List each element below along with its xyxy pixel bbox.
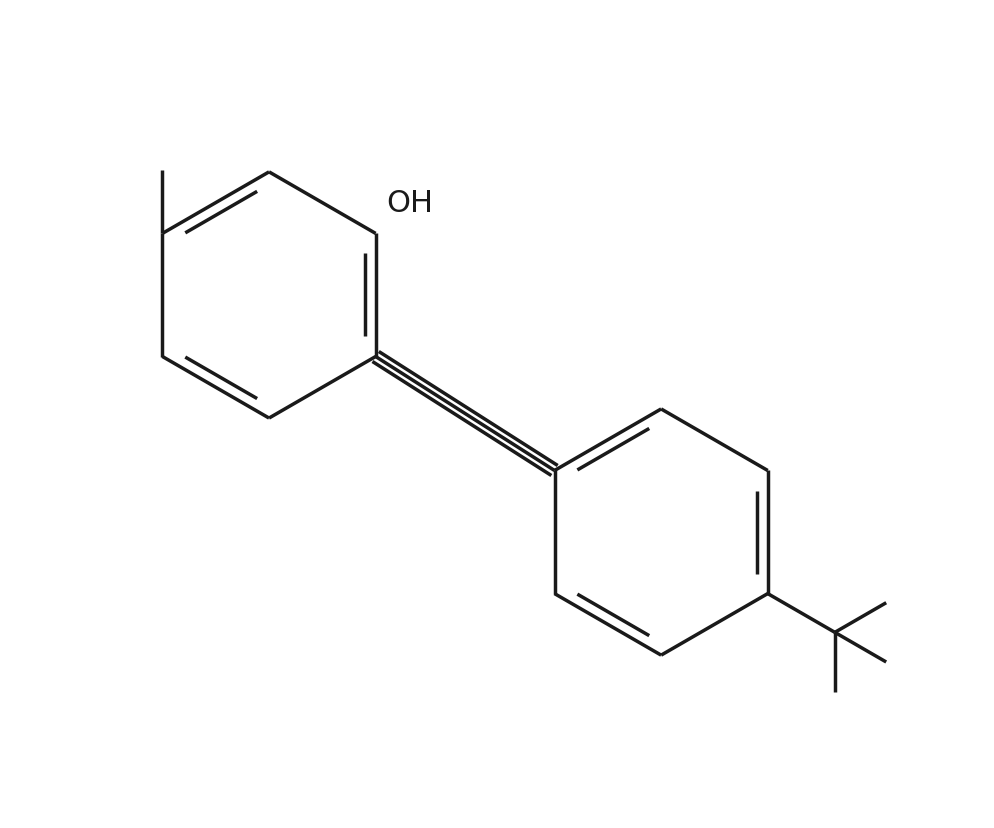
Text: OH: OH [387,189,433,218]
